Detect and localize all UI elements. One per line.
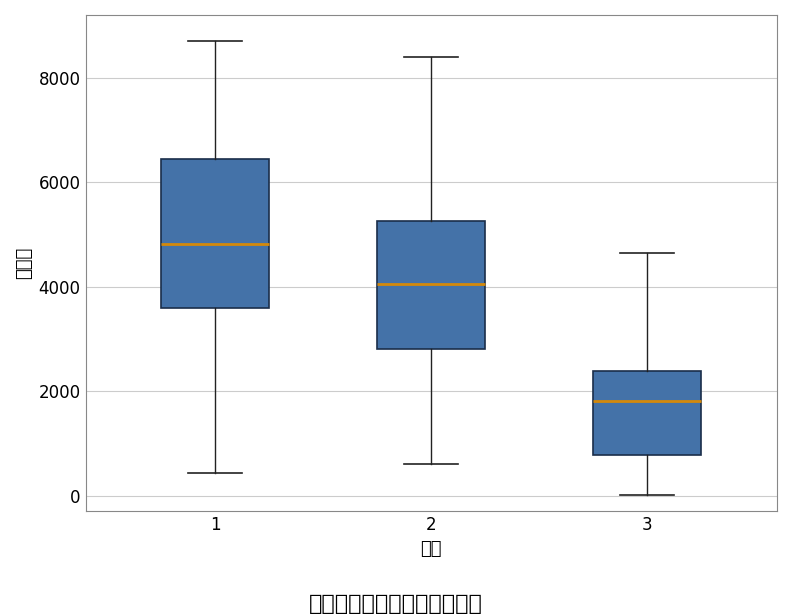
Y-axis label: 使用量: 使用量 — [15, 247, 33, 280]
PathPatch shape — [593, 371, 702, 455]
Text: 共享单车使用量与天气关系图: 共享单车使用量与天气关系图 — [309, 594, 483, 614]
X-axis label: 天气: 天气 — [421, 540, 442, 558]
PathPatch shape — [377, 221, 485, 349]
PathPatch shape — [161, 159, 269, 307]
